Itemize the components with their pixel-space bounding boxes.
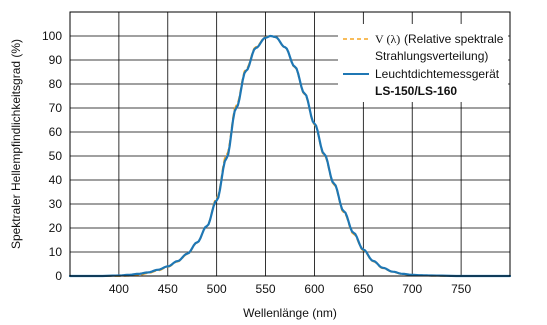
- x-tick-label: 750: [451, 282, 471, 296]
- y-tick-label: 20: [49, 221, 63, 235]
- x-tick-label: 500: [207, 282, 227, 296]
- y-tick-label: 0: [55, 269, 62, 283]
- series-line-meter: [68, 34, 512, 278]
- x-tick-label: 400: [109, 282, 129, 296]
- legend-label-meter-line1: Leuchtdichtemessgerät: [375, 67, 500, 81]
- y-tick-label: 40: [49, 173, 63, 187]
- y-tick-label: 100: [42, 29, 62, 43]
- y-axis-label: Spektraler Hellempfindlichkeitsgrad (%): [9, 39, 23, 249]
- y-tick-label: 30: [49, 197, 63, 211]
- legend-box: [338, 24, 508, 102]
- series-lines: [68, 34, 512, 278]
- legend: V (λ) (Relative spektrale Strahlungsvert…: [338, 24, 508, 102]
- x-tick-label: 600: [304, 282, 324, 296]
- legend-label-vlambda-symbol: V (λ): [375, 32, 400, 46]
- y-tick-label: 80: [49, 77, 63, 91]
- y-tick-label: 90: [49, 53, 63, 67]
- y-axis-ticks: 0 10 20 30 40 50 60 70 80 90 100: [42, 29, 62, 283]
- y-tick-label: 10: [49, 245, 63, 259]
- legend-label-vlambda-line1: (Relative spektrale: [404, 32, 504, 46]
- x-tick-label: 650: [353, 282, 373, 296]
- x-tick-label: 700: [402, 282, 422, 296]
- x-tick-label: 550: [256, 282, 276, 296]
- legend-label-meter-line2: LS-150/LS-160: [375, 84, 457, 98]
- x-axis-ticks: 400 450 500 550 600 650 700 750: [109, 282, 472, 296]
- x-axis-label: Wellenlänge (nm): [243, 306, 337, 320]
- y-tick-label: 60: [49, 125, 63, 139]
- x-tick-label: 450: [158, 282, 178, 296]
- y-tick-label: 70: [49, 101, 63, 115]
- legend-label-vlambda-line2: Strahlungsverteilung): [375, 49, 488, 63]
- plot-frame: [69, 11, 511, 277]
- y-tick-label: 50: [49, 149, 63, 163]
